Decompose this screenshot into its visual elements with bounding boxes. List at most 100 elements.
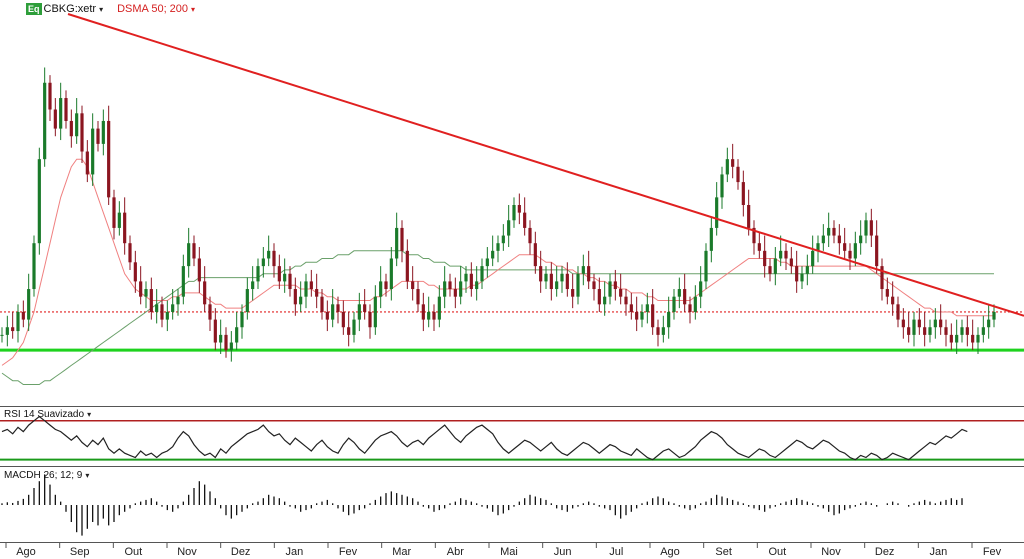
- candle-body: [517, 205, 521, 213]
- macd-title[interactable]: MACDH 26; 12; 9: [4, 470, 83, 481]
- candle-body: [112, 197, 116, 228]
- candle-body: [203, 281, 207, 305]
- candle-body: [117, 212, 121, 228]
- x-tick-label: Sep: [70, 546, 90, 558]
- candle-body: [389, 258, 393, 290]
- x-tick-label: Out: [768, 546, 786, 558]
- candle-body: [779, 250, 783, 259]
- rsi-dropdown-icon[interactable]: ▾: [87, 410, 92, 419]
- candle-body: [613, 281, 617, 290]
- candle-body: [789, 258, 793, 267]
- x-tick-label: Dez: [875, 546, 895, 558]
- candle-body: [224, 334, 228, 351]
- candle-body: [208, 304, 212, 320]
- candle-body: [448, 281, 452, 290]
- candle-body: [192, 243, 196, 259]
- x-tick-label: Fev: [983, 546, 1002, 558]
- x-tick-label: Ago: [16, 546, 36, 558]
- candle-body: [597, 289, 601, 305]
- candle-body: [971, 334, 975, 343]
- candle-body: [0, 334, 4, 336]
- candle-body: [656, 327, 660, 335]
- candle-body: [768, 266, 772, 274]
- candle-body: [21, 311, 25, 320]
- candle-body: [421, 304, 425, 320]
- overlay-dropdown-icon[interactable]: ▾: [191, 4, 196, 14]
- candle-body: [576, 273, 580, 297]
- candle-body: [336, 304, 340, 312]
- candle-body: [736, 166, 740, 183]
- candle-body: [683, 289, 687, 305]
- candle-body: [293, 289, 297, 305]
- candle-body: [64, 98, 68, 121]
- candle-body: [624, 296, 628, 305]
- candle-body: [635, 311, 639, 320]
- candle-body: [91, 128, 95, 175]
- candle-body: [955, 334, 959, 343]
- candle-body: [357, 304, 361, 320]
- symbol-label[interactable]: CBKG:xetr: [43, 3, 97, 15]
- candle-body: [827, 227, 831, 236]
- candle-body: [677, 289, 681, 297]
- candle-body: [965, 327, 969, 335]
- candle-body: [837, 235, 841, 244]
- candle-body: [763, 250, 767, 267]
- candle-body: [869, 220, 873, 236]
- candle-body: [645, 304, 649, 312]
- resistance-trendline: [67, 13, 1024, 317]
- candle-body: [16, 311, 20, 332]
- candle-body: [299, 296, 303, 305]
- candle-body: [240, 311, 244, 328]
- candle-body: [160, 304, 164, 320]
- macd-dropdown-icon[interactable]: ▾: [85, 471, 90, 480]
- candle-body: [843, 243, 847, 251]
- candle-body: [245, 289, 249, 312]
- candle-body: [453, 289, 457, 297]
- x-tick-label: Mar: [392, 546, 411, 558]
- candle-body: [427, 311, 431, 320]
- candle-body: [176, 296, 180, 305]
- candle-body: [715, 197, 719, 228]
- candle-body: [347, 327, 351, 335]
- candle-body: [752, 227, 756, 244]
- candle-body: [699, 281, 703, 297]
- candle-body: [731, 159, 735, 167]
- candle-body: [32, 243, 36, 290]
- candle-body: [720, 174, 724, 198]
- candle-body: [379, 281, 383, 297]
- candle-body: [149, 289, 153, 312]
- candle-body: [261, 258, 265, 267]
- candle-body: [85, 151, 89, 175]
- rsi-line: [1, 415, 968, 461]
- candle-body: [69, 120, 73, 137]
- candle-body: [5, 327, 9, 335]
- candle-body: [608, 281, 612, 297]
- candle-body: [443, 281, 447, 297]
- candle-body: [880, 266, 884, 290]
- candle-body: [43, 82, 47, 160]
- candle-body: [373, 296, 377, 328]
- x-tick-label: Jul: [609, 546, 623, 558]
- candle-body: [672, 296, 676, 312]
- candle-body: [235, 327, 239, 343]
- overlay-label[interactable]: DSMA 50; 200: [117, 3, 189, 15]
- candle-body: [864, 220, 868, 236]
- candle-body: [981, 327, 985, 335]
- candle-body: [272, 250, 276, 267]
- candle-body: [784, 250, 788, 259]
- candle-body: [139, 281, 143, 297]
- candle-body: [907, 327, 911, 335]
- rsi-title[interactable]: RSI 14 Suavizado: [4, 409, 85, 420]
- symbol-dropdown-icon[interactable]: ▾: [99, 4, 104, 14]
- candle-body: [75, 113, 79, 137]
- candle-body: [101, 120, 105, 144]
- candle-body: [107, 120, 111, 198]
- candle-body: [501, 235, 505, 244]
- x-tick-label: Mai: [500, 546, 518, 558]
- candle-body: [896, 304, 900, 320]
- candle-body: [363, 304, 367, 312]
- equity-badge: Eq: [26, 3, 42, 15]
- candle-body: [283, 273, 287, 282]
- candle-body: [560, 273, 564, 282]
- candle-body: [11, 327, 15, 332]
